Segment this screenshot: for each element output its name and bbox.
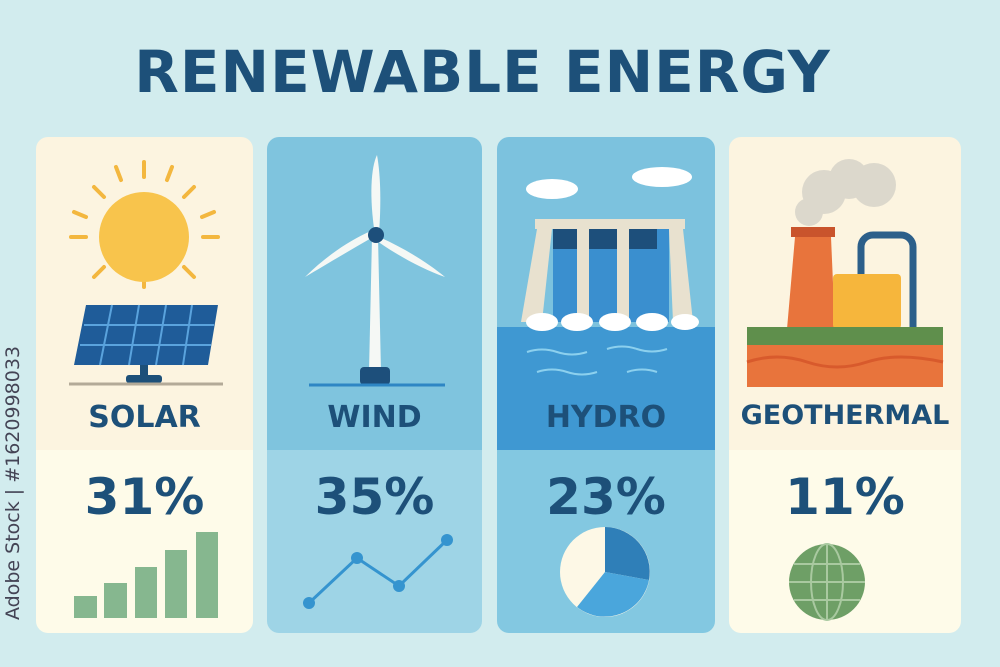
wind-percent: 35% [314, 468, 435, 526]
hydro-percent: 23% [546, 468, 666, 526]
geothermal-percent: 11% [785, 468, 905, 526]
pie-slice [577, 572, 649, 617]
point [303, 597, 315, 609]
watermark: Adobe Stock | #1620998033 [2, 345, 24, 620]
sun-solar-panel-icon [69, 160, 223, 386]
card-hydro: HYDRO 23% [497, 137, 715, 633]
geothermal-plant-icon [746, 159, 944, 387]
bar [104, 583, 127, 618]
pie-chart-icon [560, 527, 650, 617]
globe-icon [789, 543, 865, 621]
card-geothermal: GEOTHERMAL 11% [729, 137, 961, 633]
wind-turbine-icon [305, 155, 445, 387]
solar-label: SOLAR [88, 400, 201, 435]
card-solar: SOLAR 31% [36, 137, 253, 633]
bar-chart-icon [74, 532, 218, 618]
hydro-dam-icon [497, 167, 715, 450]
point [441, 534, 453, 546]
bar [74, 596, 97, 618]
page-title: RENEWABLE ENERGY [134, 38, 831, 106]
geothermal-label: GEOTHERMAL [740, 400, 950, 431]
point [393, 580, 405, 592]
hydro-label: HYDRO [545, 400, 667, 435]
pie-slice [605, 527, 650, 580]
point [351, 552, 363, 564]
wind-label: WIND [327, 400, 422, 435]
bar [196, 532, 218, 618]
card-wind: WIND 35% [267, 137, 482, 633]
bar [135, 567, 157, 618]
bar [165, 550, 187, 618]
line-chart-icon [303, 534, 453, 609]
solar-percent: 31% [84, 468, 205, 526]
